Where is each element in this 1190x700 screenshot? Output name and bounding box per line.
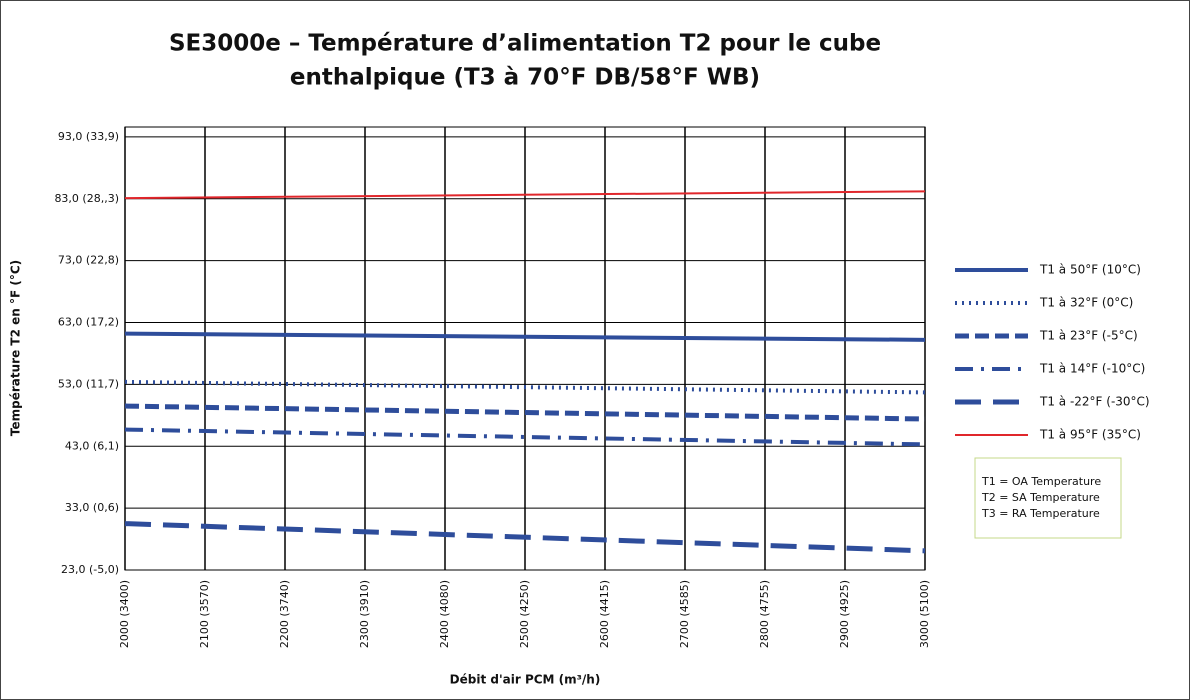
y-tick-label: 83,0 (28,,3) (54, 192, 119, 205)
x-tick-label: 2200 (3740) (278, 580, 291, 648)
y-tick-label: 43,0 (6,1) (65, 439, 119, 452)
series-line (124, 521, 926, 554)
note-box (974, 457, 1122, 539)
x-tick-label: 2600 (4415) (598, 580, 611, 648)
legend-label: T1 à 32°F (0°C) (1039, 296, 1133, 310)
y-axis-label: Température T2 en °F (°C) (9, 260, 23, 436)
x-tick-label: 2800 (4755) (758, 580, 771, 648)
chart-title: enthalpique (T3 à 70°F DB/58°F WB) (290, 65, 760, 91)
y-tick-label: 73,0 (22,8) (58, 254, 119, 267)
series-line (124, 427, 926, 447)
series-line (124, 403, 926, 422)
legend-label: T1 à -22°F (-30°C) (1039, 395, 1150, 409)
x-tick-label: 2100 (3570) (198, 580, 211, 648)
x-tick-label: 2900 (4925) (838, 580, 851, 648)
note-text: T2 = SA Temperature (981, 491, 1100, 504)
legend-label: T1 à 95°F (35°C) (1039, 428, 1141, 442)
y-tick-label: 33,0 (0,6) (65, 501, 119, 514)
y-tick-label: 93,0 (33,9) (58, 130, 119, 143)
y-tick-label: 53,0 (11,7) (58, 377, 119, 390)
x-tick-label: 2000 (3400) (118, 580, 131, 648)
x-tick-label: 2700 (4585) (678, 580, 691, 648)
y-tick-label: 63,0 (17,2) (58, 316, 119, 329)
y-tick-label: 23,0 (-5,0) (61, 563, 119, 576)
legend-label: T1 à 50°F (10°C) (1039, 263, 1141, 277)
series-line (124, 331, 926, 342)
x-tick-label: 2300 (3910) (358, 580, 371, 648)
note-text: T1 = OA Temperature (981, 475, 1101, 488)
x-tick-label: 3000 (5100) (918, 580, 931, 648)
legend-label: T1 à 14°F (-10°C) (1039, 362, 1145, 376)
x-axis-label: Débit d'air PCM (m³/h) (450, 673, 601, 687)
legend-label: T1 à 23°F (-5°C) (1039, 329, 1138, 343)
x-tick-label: 2400 (4080) (438, 580, 451, 648)
x-tick-label: 2500 (4250) (518, 580, 531, 648)
series-line (124, 379, 926, 395)
chart-title: SE3000e – Température d’alimentation T2 … (169, 31, 881, 57)
note-text: T3 = RA Temperature (981, 507, 1100, 520)
series-line (124, 190, 926, 200)
